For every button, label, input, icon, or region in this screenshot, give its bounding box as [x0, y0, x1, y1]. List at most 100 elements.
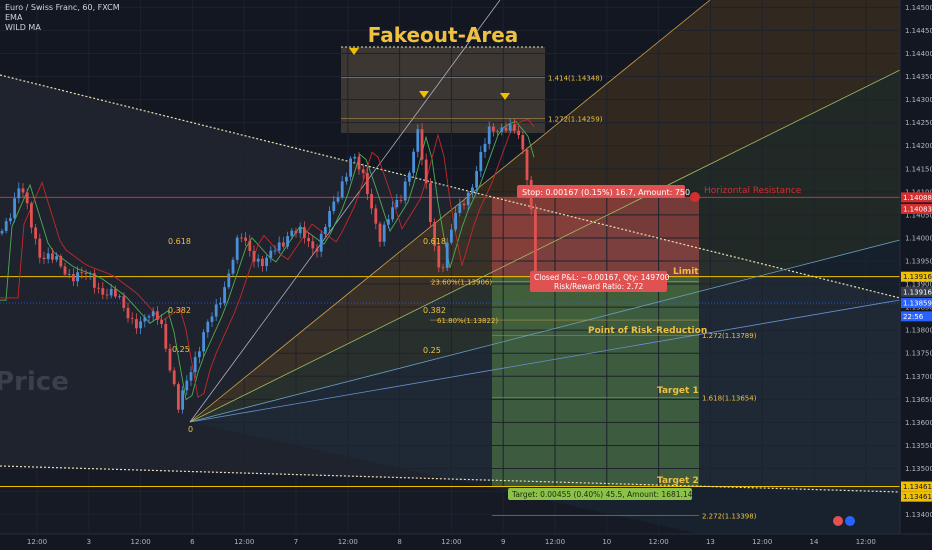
candle-body[interactable] — [164, 323, 168, 349]
candle-body[interactable] — [156, 311, 159, 320]
candle-body[interactable] — [403, 181, 407, 201]
candle-body[interactable] — [441, 267, 445, 269]
candle-body[interactable] — [193, 357, 197, 373]
candle-body[interactable] — [21, 188, 25, 193]
candle-body[interactable] — [231, 259, 235, 274]
candle-body[interactable] — [336, 197, 340, 202]
candle-body[interactable] — [349, 158, 352, 177]
candle-body[interactable] — [437, 245, 441, 268]
candle-body[interactable] — [311, 241, 315, 249]
candle-body[interactable] — [303, 227, 306, 239]
candle-body[interactable] — [265, 257, 268, 267]
candle-body[interactable] — [387, 219, 390, 225]
candle-body[interactable] — [408, 172, 411, 182]
candle-body[interactable] — [517, 130, 520, 136]
candle-body[interactable] — [109, 288, 113, 296]
candle-body[interactable] — [30, 203, 33, 228]
candle-body[interactable] — [34, 227, 37, 239]
profile-icon[interactable] — [845, 516, 855, 526]
candle-body[interactable] — [248, 240, 252, 251]
fan-line[interactable] — [189, 69, 901, 423]
candle-body[interactable] — [366, 172, 369, 195]
candle-body[interactable] — [504, 127, 508, 131]
candle-body[interactable] — [214, 304, 218, 317]
candle-body[interactable] — [496, 131, 499, 133]
candle-body[interactable] — [130, 318, 134, 320]
candle-body[interactable] — [51, 253, 54, 260]
candle-body[interactable] — [252, 250, 256, 262]
candle-body[interactable] — [9, 218, 12, 222]
candle-body[interactable] — [370, 194, 373, 209]
indicator-wild-ma[interactable]: WILD MA — [5, 23, 41, 32]
candle-body[interactable] — [198, 351, 201, 358]
candle-body[interactable] — [378, 223, 382, 242]
candle-body[interactable] — [508, 124, 512, 131]
candle-body[interactable] — [97, 287, 100, 289]
candle-body[interactable] — [513, 124, 516, 131]
candle-body[interactable] — [235, 237, 239, 260]
candle-body[interactable] — [135, 319, 138, 329]
candle-body[interactable] — [63, 266, 67, 275]
candle-body[interactable] — [324, 227, 327, 234]
candle-body[interactable] — [88, 273, 92, 275]
candle-body[interactable] — [433, 222, 436, 246]
candle-body[interactable] — [345, 176, 348, 182]
candle-body[interactable] — [466, 192, 470, 206]
candle-body[interactable] — [424, 159, 428, 184]
candle-body[interactable] — [172, 370, 176, 385]
candle-body[interactable] — [277, 242, 281, 251]
fan-line[interactable] — [189, 0, 501, 423]
alert-icon[interactable] — [833, 516, 843, 526]
candle-body[interactable] — [25, 192, 29, 204]
candle-body[interactable] — [328, 211, 331, 228]
candle-body[interactable] — [361, 169, 365, 173]
candle-body[interactable] — [395, 200, 399, 208]
candle-body[interactable] — [471, 187, 474, 193]
candle-body[interactable] — [122, 296, 126, 308]
candle-body[interactable] — [118, 296, 121, 298]
candle-body[interactable] — [399, 200, 403, 201]
candle-body[interactable] — [307, 238, 310, 242]
candle-body[interactable] — [151, 311, 155, 317]
candle-body[interactable] — [160, 319, 163, 324]
candle-body[interactable] — [332, 201, 336, 212]
candle-body[interactable] — [429, 183, 432, 223]
candle-body[interactable] — [17, 188, 21, 199]
candle-body[interactable] — [420, 129, 424, 160]
candle-body[interactable] — [534, 209, 537, 282]
candle-body[interactable] — [458, 203, 462, 213]
indicator-ema[interactable]: EMA — [5, 13, 23, 22]
candle-body[interactable] — [143, 317, 147, 322]
candle-body[interactable] — [206, 321, 210, 333]
candle-body[interactable] — [483, 143, 487, 152]
candle-body[interactable] — [286, 236, 289, 247]
candle-body[interactable] — [340, 181, 344, 198]
candle-body[interactable] — [177, 384, 180, 410]
candle-body[interactable] — [256, 258, 260, 262]
candle-body[interactable] — [315, 248, 319, 252]
candle-body[interactable] — [59, 256, 63, 267]
candle-body[interactable] — [269, 250, 273, 258]
candle-body[interactable] — [475, 171, 478, 188]
candle-body[interactable] — [72, 274, 75, 282]
channel-upper-line[interactable] — [0, 74, 901, 299]
candle-body[interactable] — [391, 207, 394, 220]
candle-body[interactable] — [93, 273, 96, 288]
candle-body[interactable] — [13, 198, 16, 219]
candle-body[interactable] — [105, 294, 109, 296]
candle-body[interactable] — [4, 221, 8, 231]
candle-body[interactable] — [101, 288, 105, 295]
candle-body[interactable] — [227, 273, 231, 288]
candle-body[interactable] — [42, 257, 46, 260]
candle-body[interactable] — [0, 230, 4, 234]
candle-body[interactable] — [46, 253, 50, 260]
candle-body[interactable] — [219, 303, 222, 305]
candle-body[interactable] — [454, 212, 457, 230]
candle-body[interactable] — [244, 237, 247, 241]
resistance-point[interactable] — [690, 192, 700, 202]
ema-line[interactable] — [0, 121, 535, 401]
candle-body[interactable] — [80, 272, 84, 274]
candle-body[interactable] — [273, 250, 277, 252]
candle-body[interactable] — [487, 126, 491, 144]
symbol-title[interactable]: Euro / Swiss Franc, 60, FXCM — [5, 3, 120, 12]
